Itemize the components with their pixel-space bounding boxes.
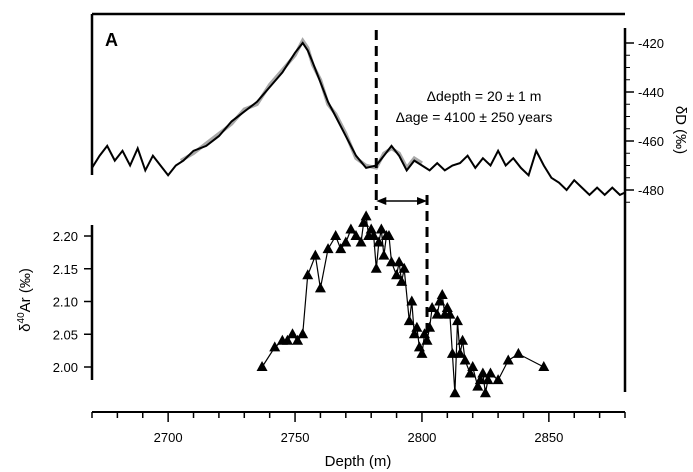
- d40Ar-point: [297, 328, 309, 339]
- left-axis-ticks: 2.00 2.05 2.10 2.15 2.20: [53, 229, 92, 375]
- d40Ar-point: [477, 367, 489, 378]
- left-tick-label: 2.05: [53, 327, 78, 342]
- left-tick-label: 2.15: [53, 262, 78, 277]
- d40Ar-point: [393, 256, 405, 267]
- d40Ar-point: [451, 315, 463, 326]
- right-tick-label: -480: [638, 183, 664, 198]
- d40Ar-point: [459, 354, 471, 365]
- d40Ar-point: [309, 249, 321, 260]
- d40Ar-point: [512, 347, 524, 358]
- d40Ar-point: [391, 269, 403, 280]
- d40Ar-point: [398, 262, 410, 273]
- left-axis-title-rest: Ar (‰): [17, 268, 34, 312]
- d40Ar-point: [421, 334, 433, 345]
- right-tick-label: -440: [638, 85, 664, 100]
- d40Ar-point: [444, 308, 456, 319]
- x-tick-label: 2750: [281, 430, 310, 445]
- x-tick-label: 2850: [534, 430, 563, 445]
- right-axis-title: δD (‰): [672, 106, 689, 154]
- d40Ar-point: [360, 210, 372, 221]
- d40Ar-point: [436, 288, 448, 299]
- right-tick-label: -420: [638, 36, 664, 51]
- d40Ar-point: [492, 374, 504, 385]
- d40Ar-point: [350, 230, 362, 240]
- d40Ar-point: [406, 295, 418, 306]
- x-tick-label: 2800: [407, 430, 436, 445]
- d40Ar-point: [538, 361, 550, 371]
- d40Ar-point: [416, 347, 428, 358]
- left-tick-label: 2.10: [53, 295, 78, 310]
- d40Ar-point: [322, 243, 334, 254]
- arrowhead-left: [376, 197, 387, 205]
- d40Ar-line: [261, 216, 545, 394]
- left-axis-title-superscript: 40: [16, 312, 27, 324]
- d40Ar-point: [449, 387, 461, 398]
- d40Ar-point: [385, 256, 397, 267]
- arrowhead-right: [417, 197, 428, 205]
- d40Ar-point: [287, 328, 299, 339]
- d40Ar-point: [396, 275, 408, 286]
- right-tick-label: -460: [638, 134, 664, 149]
- d40Ar-point: [345, 223, 357, 234]
- d40Ar-point: [281, 334, 293, 345]
- deltaD-line: [91, 41, 626, 197]
- right-axis-ticks: -420 -440 -460 -480: [625, 36, 664, 203]
- d40Ar-point: [431, 308, 443, 319]
- left-tick-label: 2.20: [53, 229, 78, 244]
- d40Ar-point: [464, 367, 476, 378]
- d40Ar-point: [269, 341, 281, 352]
- d40Ar-point: [292, 334, 304, 345]
- d40Ar-point: [479, 387, 491, 398]
- d40Ar-point: [335, 243, 347, 254]
- left-tick-label: 2.00: [53, 360, 78, 375]
- d40Ar-markers: [256, 210, 550, 398]
- d40Ar-point: [408, 328, 420, 339]
- delta-depth-annotation: Δdepth = 20 ± 1 m: [427, 88, 542, 104]
- d40Ar-point: [340, 236, 352, 247]
- d40Ar-point: [446, 347, 458, 358]
- d40Ar-point: [378, 249, 390, 260]
- d40Ar-point: [472, 380, 484, 391]
- d40Ar-point: [426, 302, 438, 313]
- x-tick-label: 2700: [154, 430, 183, 445]
- panel-label: A: [105, 30, 118, 50]
- d40Ar-point: [457, 334, 469, 345]
- d40Ar-point: [256, 361, 268, 371]
- d40Ar-point: [355, 236, 367, 247]
- left-axis-title: δ40Ar (‰): [16, 268, 34, 332]
- d40Ar-point: [368, 230, 380, 240]
- delta-age-annotation: Δage = 4100 ± 250 years: [396, 109, 553, 125]
- d40Ar-point: [375, 223, 387, 234]
- d40Ar-point: [434, 295, 446, 306]
- d40Ar-point: [302, 269, 314, 280]
- d40Ar-point: [467, 361, 479, 371]
- d40Ar-point: [474, 374, 486, 385]
- d40Ar-point: [330, 230, 342, 240]
- d40Ar-point: [482, 374, 494, 385]
- d40Ar-point: [411, 321, 423, 332]
- d40Ar-point: [454, 347, 466, 358]
- d40Ar-point: [502, 354, 514, 365]
- left-axis-title-delta: δ: [17, 323, 34, 331]
- x-axis-title: Depth (m): [325, 453, 392, 470]
- d40Ar-point: [403, 315, 415, 326]
- d40Ar-point: [314, 282, 326, 293]
- d40Ar-point: [370, 262, 382, 273]
- x-axis-ticks: 2700 2750 2800 2850: [91, 412, 626, 445]
- d40Ar-point: [358, 216, 370, 227]
- d40Ar-point: [383, 230, 395, 240]
- d40Ar-point: [373, 236, 385, 247]
- deltaD-smoothed-line: [179, 37, 423, 172]
- d40Ar-point: [484, 367, 496, 378]
